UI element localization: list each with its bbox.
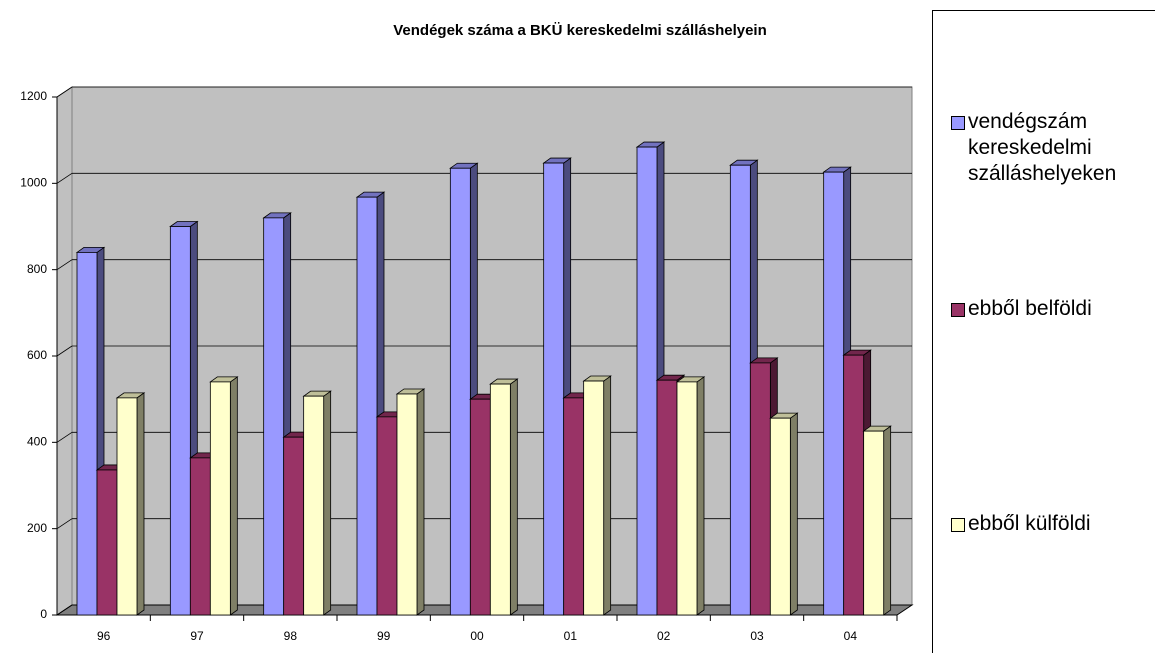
x-tick-label: 04 — [844, 629, 858, 643]
grid-line — [56, 345, 73, 357]
bar-face — [696, 376, 705, 616]
chart-title: Vendégek száma a BKÜ kereskedelmi szállá… — [393, 22, 767, 39]
bar-face — [116, 397, 138, 616]
y-tick-label: 200 — [27, 521, 47, 535]
y-tick-label: 600 — [27, 348, 47, 362]
bar-face — [583, 380, 605, 616]
y-tick-label: 0 — [40, 607, 47, 621]
grid-line — [56, 173, 73, 184]
bar-face — [303, 395, 325, 616]
bar-face — [209, 381, 231, 616]
bar — [302, 390, 332, 616]
bar-face — [96, 469, 118, 616]
bar — [582, 375, 612, 616]
x-tick-label: 98 — [284, 629, 298, 643]
x-tick-label: 96 — [97, 629, 111, 643]
y-tick-label: 1000 — [20, 176, 47, 190]
bar-face — [469, 398, 491, 616]
bar-face — [636, 146, 658, 616]
bar-face — [823, 171, 845, 616]
legend-entry: ebből belföldi — [951, 296, 1157, 322]
bar-face — [863, 430, 885, 616]
legend: vendégszám kereskedelmi szálláshelyeken e… — [932, 10, 1155, 653]
bar — [675, 376, 706, 616]
y-tick-label: 1200 — [20, 89, 47, 103]
bar-face — [169, 226, 191, 616]
legend-entry: vendégszám kereskedelmi szálláshelyeken — [951, 109, 1157, 187]
bar-face — [136, 392, 145, 616]
y-tick-label: 400 — [27, 435, 47, 449]
bar-face — [656, 379, 678, 616]
legend-label: ebből külföldi — [968, 512, 1091, 535]
grid-line — [56, 604, 73, 616]
bar-face — [543, 162, 565, 616]
bar-face — [263, 217, 285, 616]
grid-line — [56, 259, 73, 270]
grid-line — [56, 518, 73, 529]
bar-face — [789, 412, 798, 616]
bar-face — [396, 393, 418, 616]
x-tick-label: 99 — [377, 629, 391, 643]
bar-face — [449, 167, 471, 616]
bar-face — [563, 397, 585, 616]
x-tick-label: 03 — [750, 629, 764, 643]
legend-swatch — [951, 303, 965, 317]
bar-face — [376, 416, 398, 616]
bar-face — [76, 251, 98, 616]
bar-face — [189, 457, 211, 616]
bar-face — [769, 417, 791, 616]
legend-label: ebből belföldi — [968, 297, 1092, 320]
x-tick-label: 01 — [564, 629, 578, 643]
bar-face — [729, 164, 751, 616]
bar-face — [489, 383, 511, 616]
bar-face — [509, 378, 518, 616]
bar-face — [883, 425, 892, 616]
chart: Vendégek száma a BKÜ kereskedelmi szállá… — [20, 22, 914, 643]
grid-line — [56, 86, 73, 98]
grid-line — [56, 432, 73, 443]
x-tick-label: 00 — [470, 629, 484, 643]
bar-face — [416, 388, 425, 616]
bar — [209, 376, 239, 616]
bar — [489, 378, 519, 616]
bar — [115, 392, 146, 616]
legend-label: vendégszám kereskedelmi szálláshelyeken — [968, 110, 1117, 185]
x-tick-label: 02 — [657, 629, 671, 643]
legend-swatch — [951, 518, 965, 532]
y-tick-label: 800 — [27, 262, 47, 276]
bar-face — [356, 196, 378, 616]
bar-face — [323, 390, 332, 616]
x-tick-label: 97 — [190, 629, 204, 643]
bar — [769, 412, 799, 616]
bar-face — [749, 362, 771, 616]
legend-entry: ebből külföldi — [951, 511, 1157, 537]
bar — [395, 388, 426, 616]
bar — [862, 425, 892, 616]
bar-face — [283, 436, 305, 616]
bar-face — [843, 354, 865, 616]
legend-swatch — [951, 116, 965, 130]
bar-face — [603, 375, 612, 616]
bar-face — [676, 381, 698, 616]
bar-face — [229, 376, 238, 616]
